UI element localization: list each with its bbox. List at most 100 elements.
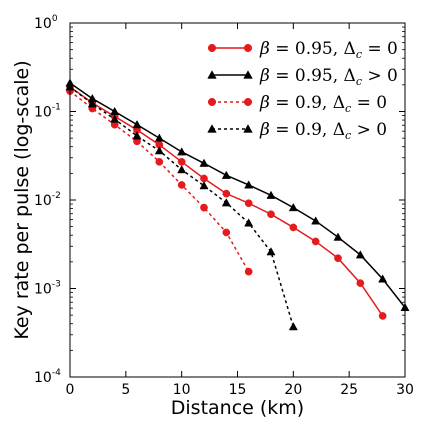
y-tick-exponent: -2: [52, 191, 61, 201]
x-tick-label: 20: [284, 382, 302, 398]
y-tick-label: 10-2: [34, 191, 61, 209]
legend-text-part: = 0.9,: [270, 120, 333, 140]
legend-marker: [243, 70, 253, 79]
legend-text-part: = 0.95,: [270, 66, 344, 86]
legend-text-part: = 0: [351, 93, 387, 113]
legend-symbol-delta: Δ: [344, 39, 356, 59]
legend-entry-4: β = 0.9, Δc > 0: [207, 120, 387, 142]
legend-label: β = 0.9, Δc > 0: [259, 120, 387, 142]
x-tick-label: 5: [121, 382, 130, 398]
legend-symbol-delta: Δ: [333, 120, 345, 140]
data-point: [177, 181, 186, 189]
y-tick-exponent: 0: [52, 14, 58, 24]
y-axis-label: Key rate per pulse (log-scale): [11, 60, 33, 339]
data-point: [221, 198, 231, 207]
legend-subscript: c: [356, 75, 362, 88]
legend-marker: [207, 97, 217, 107]
legend-text-part: > 0: [351, 120, 387, 140]
legend-label: β = 0.95, Δc > 0: [259, 66, 398, 88]
y-tick-base: 10: [34, 282, 52, 298]
data-point: [288, 322, 298, 331]
series-line: [69, 82, 406, 308]
legend: β = 0.95, Δc = 0β = 0.95, Δc > 0β = 0.9,…: [207, 39, 398, 142]
x-tick-label: 30: [396, 382, 414, 398]
x-tick-label: 10: [173, 382, 191, 398]
data-point: [87, 99, 97, 108]
data-point: [177, 165, 187, 174]
x-tick-label: 25: [340, 382, 358, 398]
data-point: [311, 237, 320, 246]
data-point: [267, 210, 275, 219]
x-tick-label: 0: [66, 382, 75, 398]
x-tick-label: 15: [229, 382, 247, 398]
legend-text-part: = 0.95,: [270, 39, 344, 59]
legend-text-part: = 0.9,: [270, 93, 333, 113]
y-tick-label: 10-4: [34, 368, 61, 386]
y-tick-label: 100: [34, 14, 58, 32]
legend-symbol-beta: β: [259, 93, 270, 113]
legend-marker: [243, 97, 253, 107]
y-tick-label: 10-3: [34, 280, 61, 298]
data-point: [266, 247, 276, 256]
y-tick-base: 10: [34, 105, 52, 121]
data-point: [132, 120, 142, 129]
data-point: [378, 312, 387, 320]
legend-label: β = 0.95, Δc = 0: [259, 39, 398, 61]
legend-label: β = 0.9, Δc = 0: [259, 93, 387, 115]
data-point: [132, 131, 142, 140]
y-tick-base: 10: [34, 193, 52, 209]
legend-subscript: c: [356, 48, 362, 61]
y-tick-label: 10-1: [34, 103, 61, 121]
data-point: [244, 218, 254, 227]
data-point: [199, 158, 209, 167]
data-point: [200, 174, 208, 183]
legend-text-part: = 0: [362, 39, 398, 59]
data-point: [221, 170, 231, 179]
legend-symbol-beta: β: [259, 39, 270, 59]
legend-marker: [207, 43, 217, 53]
data-point: [154, 146, 164, 155]
data-point: [110, 114, 120, 123]
y-tick-exponent: -4: [52, 368, 61, 378]
legend-entry-3: β = 0.9, Δc = 0: [207, 93, 387, 115]
legend-marker: [243, 124, 253, 133]
data-point: [199, 181, 209, 190]
data-point: [222, 189, 231, 198]
data-point: [356, 279, 365, 287]
data-point: [222, 228, 231, 237]
data-point: [244, 267, 253, 276]
data-point: [311, 216, 321, 225]
data-point: [244, 199, 253, 208]
data-point: [155, 157, 164, 166]
legend-marker: [207, 124, 217, 133]
data-point: [288, 203, 298, 212]
legend-symbol-delta: Δ: [344, 66, 356, 86]
series-layer: [65, 78, 410, 331]
y-tick-exponent: -1: [52, 103, 61, 113]
data-point: [266, 190, 276, 199]
data-point: [200, 203, 208, 212]
legend-subscript: c: [345, 129, 351, 142]
legend-text-part: > 0: [362, 66, 398, 86]
data-point: [154, 133, 164, 142]
legend-entry-2: β = 0.95, Δc > 0: [207, 66, 398, 88]
data-point: [177, 147, 187, 156]
legend-marker: [207, 70, 217, 79]
legend-symbol-delta: Δ: [333, 93, 345, 113]
legend-symbol-beta: β: [259, 66, 270, 86]
legend-symbol-beta: β: [259, 120, 270, 140]
data-point: [334, 254, 342, 263]
y-tick-exponent: -3: [52, 280, 61, 290]
data-point: [355, 250, 365, 259]
data-point: [289, 223, 298, 232]
legend-entry-1: β = 0.95, Δc = 0: [207, 39, 398, 61]
data-point: [378, 274, 388, 283]
y-tick-base: 10: [34, 16, 52, 32]
data-point: [333, 232, 343, 241]
y-tick-base: 10: [34, 370, 52, 386]
legend-marker: [243, 43, 253, 53]
legend-subscript: c: [345, 102, 351, 115]
